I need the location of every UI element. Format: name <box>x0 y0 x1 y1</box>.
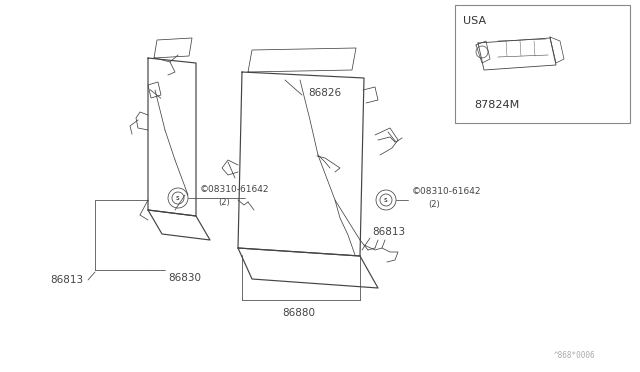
Text: USA: USA <box>463 16 486 26</box>
Text: ©08310-61642: ©08310-61642 <box>200 186 269 195</box>
Text: S: S <box>176 196 180 201</box>
Text: (2): (2) <box>218 199 230 208</box>
Text: 86830: 86830 <box>168 273 201 283</box>
Text: 86813: 86813 <box>372 227 405 237</box>
Text: 86826: 86826 <box>308 88 341 98</box>
Text: 86813: 86813 <box>50 275 83 285</box>
Text: 86880: 86880 <box>282 308 315 318</box>
Text: (2): (2) <box>428 201 440 209</box>
Bar <box>455 5 630 123</box>
Text: S: S <box>384 198 388 202</box>
Text: 87824M: 87824M <box>474 100 520 110</box>
Text: ©08310-61642: ©08310-61642 <box>412 187 481 196</box>
Text: ^868*0006: ^868*0006 <box>554 351 595 360</box>
